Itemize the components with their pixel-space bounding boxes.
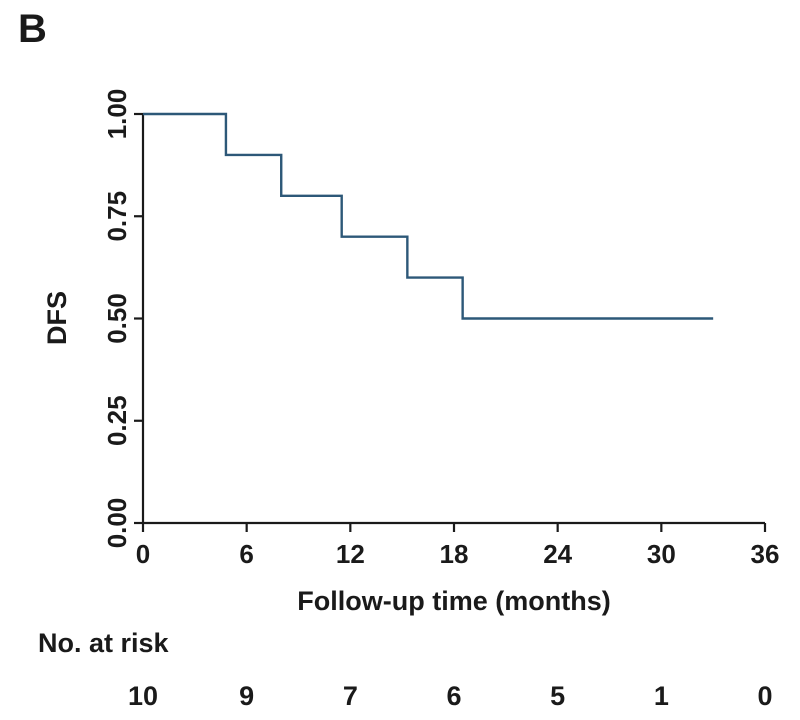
risk-table-title: No. at risk <box>38 628 170 658</box>
x-tick-label-5: 30 <box>647 539 676 569</box>
y-tick-label-1: 0.25 <box>102 395 132 446</box>
series-group <box>143 112 714 320</box>
risk-count-6: 0 <box>757 681 772 711</box>
y-ticks: 0.00 0.25 0.50 0.75 1.00 <box>102 89 143 549</box>
x-tick-label-6: 36 <box>751 539 780 569</box>
y-tick-label-0: 0.00 <box>102 498 132 549</box>
x-tick-label-0: 0 <box>136 539 150 569</box>
x-tick-label-1: 6 <box>239 539 253 569</box>
y-axis-title: DFS <box>42 291 72 345</box>
x-ticks: 0 6 12 18 24 30 36 <box>136 523 780 569</box>
x-axis-title: Follow-up time (months) <box>297 586 610 616</box>
survival-curve-0 <box>143 112 714 320</box>
x-tick-label-2: 12 <box>336 539 365 569</box>
risk-table-values: 10 9 7 6 5 1 0 <box>128 681 773 711</box>
risk-count-0: 10 <box>128 681 158 711</box>
y-tick-label-3: 0.75 <box>102 191 132 242</box>
panel-label: B <box>18 7 47 51</box>
risk-count-3: 6 <box>446 681 461 711</box>
risk-count-4: 5 <box>550 681 565 711</box>
y-tick-label-4: 1.00 <box>102 89 132 140</box>
risk-count-1: 9 <box>239 681 254 711</box>
x-tick-label-4: 24 <box>543 539 572 569</box>
y-tick-label-2: 0.50 <box>102 293 132 344</box>
risk-count-2: 7 <box>343 681 358 711</box>
x-tick-label-3: 18 <box>440 539 469 569</box>
risk-count-5: 1 <box>654 681 669 711</box>
